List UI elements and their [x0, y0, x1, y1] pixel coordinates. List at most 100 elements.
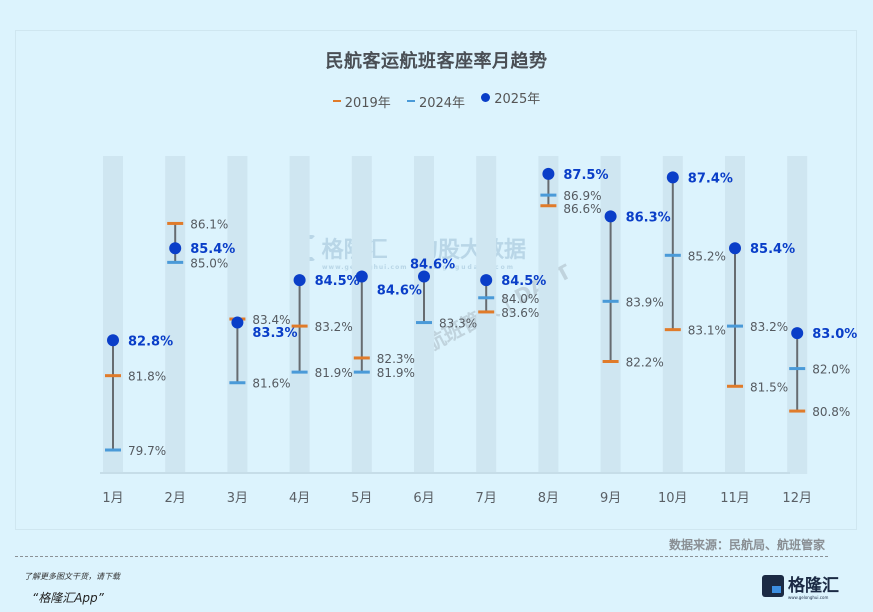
marker-2025: [604, 210, 617, 223]
x-tick-label: 4月: [289, 491, 310, 506]
x-tick-label: 1月: [102, 491, 123, 506]
data-label-2019: 81.8%: [128, 370, 166, 384]
marker-2024: [291, 370, 308, 374]
x-tick-label: 6月: [413, 491, 434, 506]
data-label-2019: 83.4%: [252, 313, 290, 327]
data-label-2025: 86.3%: [626, 210, 671, 225]
marker-2024: [416, 321, 432, 325]
data-label-2024: 84.0%: [501, 292, 539, 306]
data-label-2024: 81.9%: [315, 366, 353, 380]
marker-2025: [355, 270, 368, 283]
watermark-url: www.gogudata.com: [416, 264, 515, 271]
marker-2019: [353, 356, 370, 360]
data-label-2019: 83.2%: [315, 320, 353, 334]
data-label-2024: 83.3%: [439, 317, 477, 331]
marker-2024: [789, 367, 806, 371]
legend-item-2024: 2024年: [406, 92, 466, 111]
x-tick-label: 11月: [720, 491, 750, 506]
data-label-2019: 86.1%: [190, 217, 228, 231]
marker-2019: [789, 409, 806, 413]
promo-app-name: “格隆汇App”: [32, 591, 104, 605]
data-label-2024: 81.9%: [377, 366, 415, 380]
marker-2024: [229, 381, 246, 385]
marker-2019: [727, 384, 743, 388]
marker-2024: [602, 299, 619, 303]
data-label-2024: 86.9%: [563, 189, 601, 203]
marker-2025: [169, 242, 182, 255]
legend-marker-2025: [481, 93, 491, 102]
marker-2019: [602, 360, 619, 363]
promo-text: 了解更多图文干货，请下载: [24, 572, 120, 581]
data-label-2019: 83.1%: [688, 324, 726, 338]
marker-2025: [542, 167, 555, 180]
marker-2025: [293, 274, 306, 287]
chart-panel: [15, 30, 857, 530]
marker-2019: [105, 374, 121, 378]
x-tick-label: 12月: [782, 491, 812, 506]
x-tick-label: 3月: [227, 491, 248, 506]
data-label-2025: 85.4%: [190, 242, 235, 257]
data-label-2024: 85.2%: [688, 249, 726, 263]
marker-2025: [791, 327, 804, 340]
x-tick-label: 2月: [165, 491, 186, 506]
data-label-2025: 84.6%: [377, 284, 422, 299]
data-label-2019: 82.3%: [377, 352, 415, 366]
legend-item-2025: 2025年: [481, 88, 540, 107]
column-band: [476, 156, 497, 474]
legend-label-2024: 2024年: [418, 95, 466, 111]
marker-2025: [107, 334, 119, 347]
marker-2025: [231, 316, 244, 329]
marker-2019: [664, 328, 681, 332]
data-label-2024: 83.9%: [626, 295, 664, 309]
data-label-2025: 84.5%: [315, 274, 360, 289]
x-tick-label: 5月: [351, 491, 372, 506]
chart-svg: 82.8%81.8%79.7%1月86.1%85.4%85.0%2月83.4%8…: [100, 156, 857, 506]
marker-2024: [167, 260, 184, 264]
brand-url: www.gelonghui.com: [788, 595, 829, 600]
x-tick-label: 9月: [600, 491, 621, 506]
chart-title: 民航客运航班客座率月趋势: [325, 51, 548, 72]
data-source: 数据来源：民航局、航班管家: [668, 538, 825, 552]
data-label-2025: 83.0%: [812, 327, 857, 342]
marker-2024: [478, 296, 495, 300]
column-band: [227, 156, 248, 474]
marker-2019: [540, 204, 557, 208]
marker-2025: [666, 171, 679, 184]
brand-logo: 格隆汇 www.gelonghui.com: [762, 575, 839, 600]
marker-2025: [729, 242, 741, 255]
x-tick-label: 8月: [538, 491, 559, 506]
data-label-2024: 81.6%: [252, 377, 290, 391]
marker-2024: [105, 448, 121, 452]
marker-2025: [418, 270, 430, 283]
brand-name: 格隆汇: [788, 575, 839, 596]
column-band: [538, 156, 559, 474]
data-label-2025: 82.8%: [128, 334, 173, 349]
data-label-2019: 86.6%: [563, 202, 601, 216]
data-label-2024: 85.0%: [190, 256, 228, 270]
watermark-gogudata: 勾股大数据 www.gogudata.com: [416, 232, 526, 271]
legend: 2019年 2024年 2025年: [0, 88, 873, 111]
marker-2024: [353, 370, 370, 374]
legend-label-2025: 2025年: [494, 92, 541, 107]
watermark-text: 勾股大数据: [416, 238, 527, 263]
data-label-2025: 84.5%: [501, 274, 546, 289]
legend-marker-2024: [406, 100, 415, 102]
marker-2019: [291, 324, 308, 328]
marker-2024: [664, 253, 681, 257]
marker-2019: [167, 221, 184, 225]
data-label-2025: 85.4%: [750, 242, 795, 257]
data-label-2025: 87.5%: [563, 168, 608, 183]
marker-2024: [727, 324, 743, 328]
footer-divider: [15, 556, 828, 557]
data-label-2019: 83.6%: [501, 306, 539, 320]
marker-2025: [480, 274, 493, 287]
legend-marker-2019: [332, 100, 341, 102]
data-label-2019: 80.8%: [812, 405, 850, 419]
gelonghui-logo-icon: [762, 575, 784, 597]
marker-2019: [478, 310, 495, 314]
column-band: [165, 156, 186, 474]
marker-2024: [540, 193, 557, 197]
data-label-2019: 82.2%: [626, 356, 664, 370]
data-label-2019: 81.5%: [750, 380, 788, 394]
data-label-2025: 84.6%: [410, 258, 455, 273]
